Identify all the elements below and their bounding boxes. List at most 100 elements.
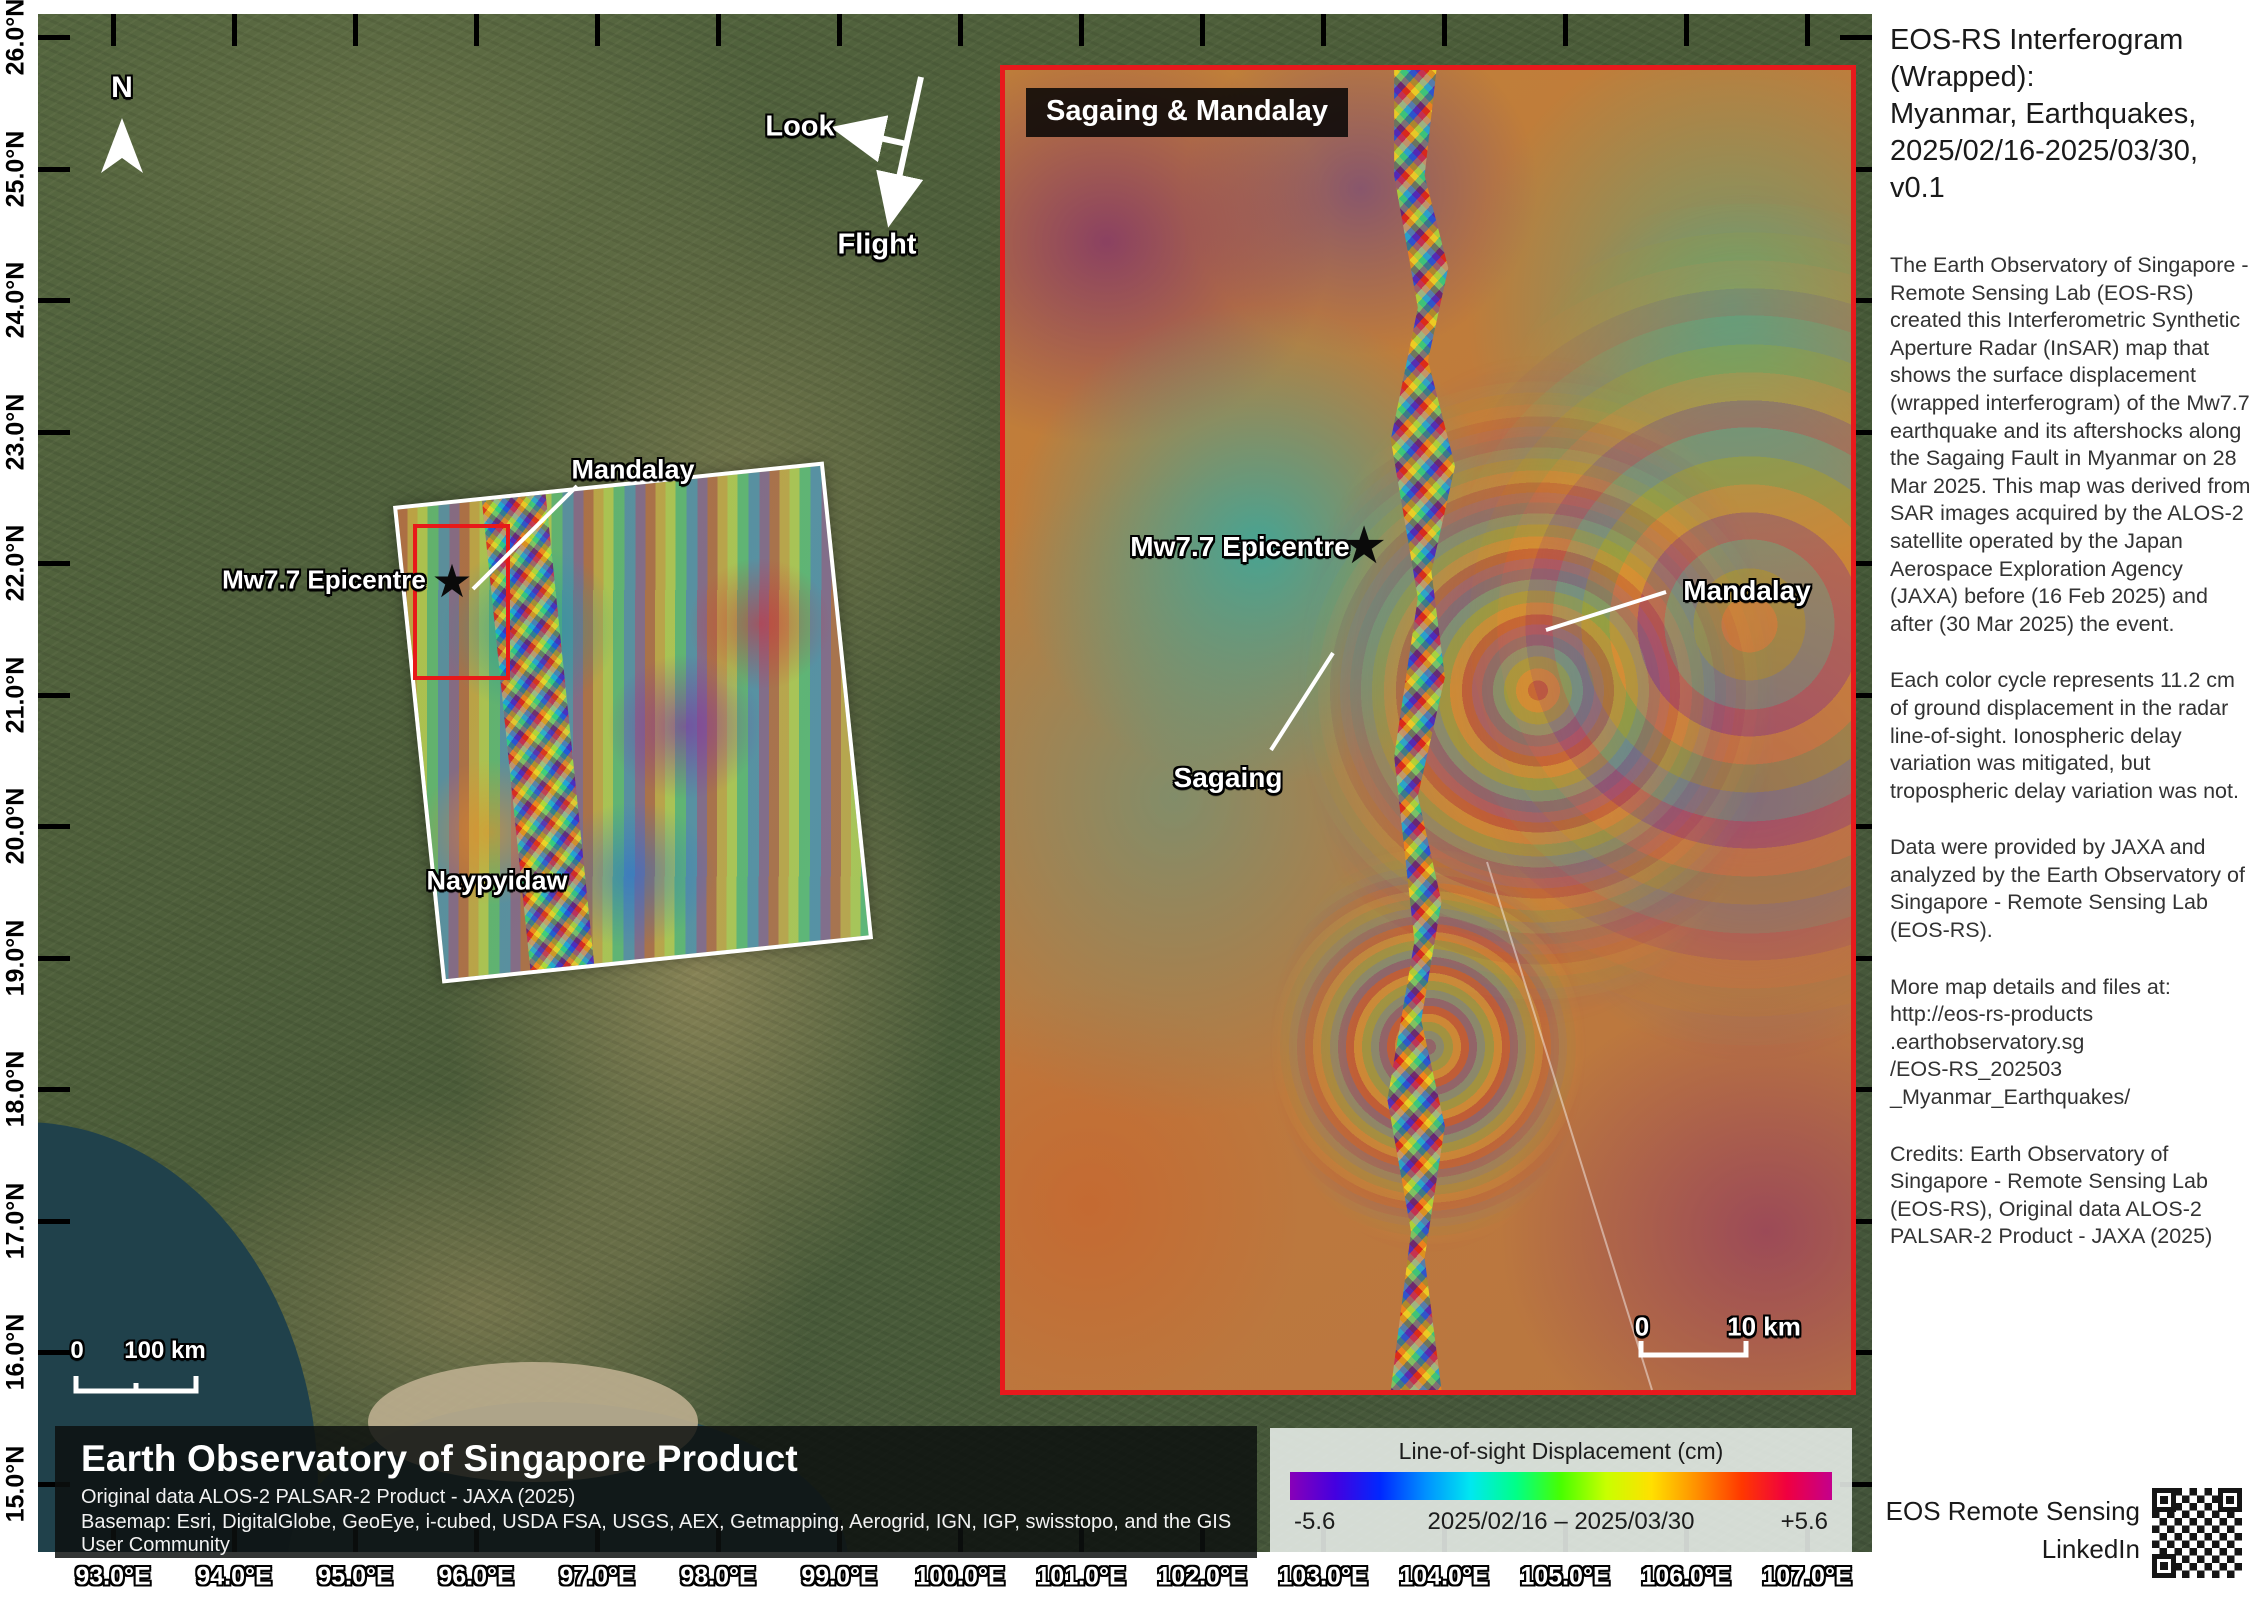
graticule-tick-mark <box>1840 561 1872 566</box>
graticule-tick-mark <box>1840 1481 1872 1487</box>
lat-tick-label: 18.0°N <box>1 1050 30 1128</box>
graticule-tick-mark <box>232 14 237 46</box>
epicentre-label: Mw7.7 Epicentre <box>222 564 426 595</box>
graticule-tick-mark <box>38 1218 70 1224</box>
linkedin-qr-code <box>2152 1488 2242 1578</box>
graticule-tick-mark <box>595 14 600 46</box>
lat-tick-label: 19.0°N <box>1 919 30 996</box>
graticule-tick-mark <box>716 14 721 46</box>
main-scalebar-distance: 100 km <box>124 1337 206 1364</box>
inset-sagaing-label: Sagaing <box>1173 762 1283 793</box>
lat-tick-label: 22.0°N <box>1 524 30 602</box>
lon-tick-label: 96.0°E <box>438 1562 514 1591</box>
graticule-tick-mark <box>1563 14 1568 46</box>
graticule-tick-mark <box>958 14 963 46</box>
inset-title: Sagaing & Mandalay <box>1026 88 1349 137</box>
inset-mandalay-label: Mandalay <box>1683 575 1811 606</box>
lon-tick-label: 104.0°E <box>1399 1562 1489 1591</box>
lon-tick-label: 101.0°E <box>1036 1562 1126 1591</box>
sidebar-paragraph: The Earth Observatory of Singapore - Rem… <box>1890 253 2251 636</box>
banner-title: Earth Observatory of Singapore Product <box>81 1438 798 1479</box>
inset-scalebar-zero: 0 <box>1634 1311 1650 1342</box>
graticule-tick-mark <box>38 1087 70 1092</box>
graticule-tick-mark <box>38 824 70 829</box>
linkedin-footer-label: EOS Remote Sensing LinkedIn <box>1885 1496 2140 1564</box>
graticule-tick-mark <box>38 692 70 698</box>
graticule-tick-mark <box>1840 35 1872 40</box>
main-scalebar-zero: 0 <box>70 1337 84 1364</box>
graticule-tick-mark <box>1840 1350 1872 1355</box>
lat-tick-label: 24.0°N <box>1 261 30 339</box>
lat-tick-label: 26.0°N <box>1 0 30 76</box>
legend-min-value: -5.6 <box>1294 1508 1336 1535</box>
inset-epicentre-star-icon: ★ <box>1340 517 1388 575</box>
graticule-tick-mark <box>1079 14 1084 46</box>
info-sidebar: EOS-RS Interferogram (Wrapped): Myanmar,… <box>1872 0 2263 1600</box>
graticule-tick-mark <box>111 14 116 46</box>
sidebar-paragraph: More map details and files at: http://eo… <box>1890 974 2171 1110</box>
lon-tick-label: 98.0°E <box>680 1562 756 1591</box>
inset-scalebar-distance: 10 km <box>1727 1311 1801 1342</box>
qr-finder-icon <box>2152 1488 2176 1512</box>
north-label: N <box>111 71 133 104</box>
sidebar-paragraphs: The Earth Observatory of Singapore - Rem… <box>1890 252 2254 1280</box>
graticule-tick-mark <box>1840 692 1872 698</box>
sidebar-paragraph: Each color cycle represents 11.2 cm of g… <box>1890 668 2239 803</box>
graticule-tick-mark <box>1442 14 1447 46</box>
lon-tick-label: 99.0°E <box>801 1562 877 1591</box>
graticule-tick-mark <box>38 298 70 303</box>
graticule-tick-mark <box>38 35 70 40</box>
banner-credit-line: Original data ALOS-2 PALSAR-2 Product - … <box>81 1486 576 1508</box>
graticule-tick-mark <box>1840 1087 1872 1092</box>
lat-tick-label: 25.0°N <box>1 130 30 207</box>
lon-tick-label: 102.0°E <box>1157 1562 1247 1591</box>
graticule-tick-mark <box>1840 298 1872 303</box>
lon-tick-label: 95.0°E <box>317 1562 393 1591</box>
graticule-tick-mark <box>38 1350 70 1355</box>
graticule-tick-mark <box>474 14 479 46</box>
graticule-tick-mark <box>353 14 358 46</box>
graticule-tick-mark <box>1321 14 1326 46</box>
sidebar-paragraph: Data were provided by JAXA and analyzed … <box>1890 835 2245 943</box>
legend-max-value: +5.6 <box>1780 1508 1828 1535</box>
lon-tick-label: 100.0°E <box>915 1562 1005 1591</box>
lat-tick-label: 20.0°N <box>1 787 30 865</box>
graticule-tick-mark <box>38 166 70 172</box>
qr-finder-icon <box>2218 1488 2242 1512</box>
graticule-tick-mark <box>1805 14 1810 46</box>
graticule-tick-mark <box>1684 14 1689 46</box>
lat-tick-label: 15.0°N <box>1 1445 30 1522</box>
lat-tick-label: 16.0°N <box>1 1313 30 1391</box>
lon-tick-label: 103.0°E <box>1278 1562 1368 1591</box>
lat-tick-label: 17.0°N <box>1 1182 30 1259</box>
graticule-tick-mark <box>837 14 842 46</box>
flight-label: Flight <box>837 228 917 261</box>
graticule-tick-mark <box>38 955 70 961</box>
inset-epicentre-label: Mw7.7 Epicentre <box>1130 531 1350 562</box>
lon-tick-label: 107.0°E <box>1762 1562 1852 1591</box>
graticule-tick-mark <box>1840 429 1872 435</box>
lat-tick-label: 21.0°N <box>1 656 30 733</box>
sidebar-paragraph: Credits: Earth Observatory of Singapore … <box>1890 1141 2213 1249</box>
mandalay-label: Mandalay <box>571 454 695 485</box>
legend-date-range: 2025/02/16 – 2025/03/30 <box>1427 1508 1695 1535</box>
lon-tick-label: 97.0°E <box>559 1562 635 1591</box>
credits-banner: Earth Observatory of Singapore Product O… <box>55 1426 1257 1558</box>
inset-map <box>1000 65 1856 1395</box>
epicentre-star-icon: ★ <box>431 555 473 607</box>
graticule-tick-mark <box>1840 824 1872 829</box>
graticule-tick-mark <box>38 1481 70 1487</box>
colorbar-legend: Line-of-sight Displacement (cm) -5.6 202… <box>1270 1428 1852 1552</box>
lat-tick-label: 23.0°N <box>1 393 30 470</box>
graticule-tick-mark <box>1840 955 1872 961</box>
banner-basemap-line: Basemap: Esri, DigitalGlobe, GeoEye, i-c… <box>81 1511 1232 1556</box>
product-title: EOS-RS Interferogram (Wrapped): Myanmar,… <box>1890 24 2198 204</box>
legend-title: Line-of-sight Displacement (cm) <box>1398 1438 1724 1464</box>
qr-finder-icon <box>2152 1554 2176 1578</box>
look-label: Look <box>765 110 835 143</box>
graticule-tick-mark <box>1840 166 1872 172</box>
inset-extent-rectangle <box>413 524 510 680</box>
graticule-tick-mark <box>38 429 70 435</box>
lon-tick-label: 94.0°E <box>196 1562 272 1591</box>
lon-tick-label: 93.0°E <box>75 1562 151 1591</box>
